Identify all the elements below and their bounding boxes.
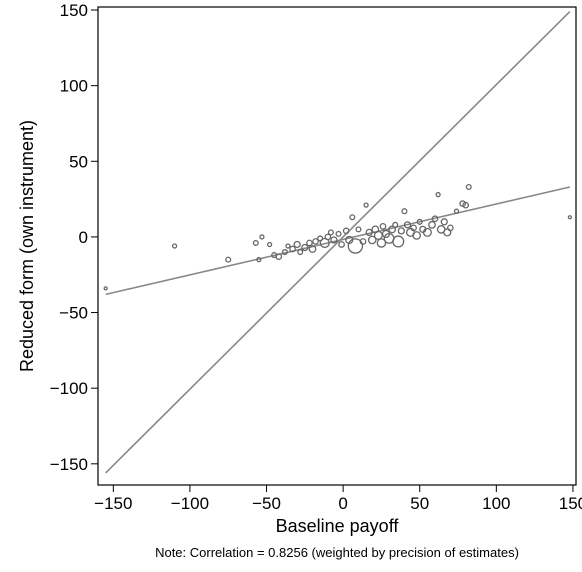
y-tick-label: −50 [59, 304, 88, 323]
data-point [447, 224, 454, 232]
y-axis-title: Reduced form (own instrument) [17, 120, 37, 372]
line-45-degree [105, 10, 571, 474]
x-tick-label: −50 [252, 494, 281, 513]
data-point [435, 191, 441, 198]
data-point [306, 239, 313, 247]
data-point [462, 201, 470, 209]
y-tick-label: 150 [60, 1, 88, 20]
line-fitted [105, 186, 571, 296]
data-point [256, 256, 262, 263]
data-point [266, 241, 273, 248]
x-axis: −150 −100 −50 0 50 100 150 [94, 485, 582, 513]
x-tick-label: 50 [410, 494, 429, 513]
data-point [379, 222, 387, 230]
data-point [324, 233, 332, 241]
data-point [355, 226, 362, 233]
data-point [335, 230, 342, 237]
data-point [392, 221, 399, 228]
data-point [285, 243, 291, 249]
x-tick-label: −150 [94, 494, 132, 513]
x-axis-title: Baseline payoff [276, 516, 400, 536]
x-tick-label: −100 [171, 494, 209, 513]
data-point [293, 240, 301, 249]
data-point [259, 234, 265, 240]
data-point [401, 208, 408, 215]
data-point [397, 227, 405, 235]
data-point [349, 214, 356, 221]
data-point [359, 238, 367, 245]
data-point [422, 227, 432, 237]
data-point [312, 238, 319, 245]
data-point [308, 245, 317, 253]
y-axis: −150 −100 −50 0 50 100 150 [50, 1, 98, 474]
data-point [388, 225, 397, 234]
data-point [171, 243, 178, 249]
data-point [103, 286, 108, 291]
data-point [367, 235, 377, 245]
data-point [410, 224, 417, 232]
data-point [363, 202, 369, 208]
data-point [281, 249, 288, 256]
plot-frame [97, 6, 577, 486]
data-point [376, 238, 387, 248]
data-point [327, 229, 334, 236]
x-tick-label: 0 [338, 494, 347, 513]
data-point [342, 227, 350, 235]
fit-lines [105, 10, 571, 474]
data-markers [103, 183, 573, 291]
data-point [365, 228, 373, 237]
data-point [330, 236, 338, 244]
x-tick-label: 150 [559, 494, 582, 513]
y-tick-label: −100 [50, 379, 88, 398]
data-point [301, 243, 309, 252]
data-point [275, 253, 283, 260]
x-tick-label: 100 [482, 494, 510, 513]
data-point [297, 249, 304, 256]
data-point [428, 220, 436, 229]
data-point [347, 238, 364, 254]
data-point [453, 208, 460, 214]
data-point [412, 231, 422, 240]
data-point [289, 245, 296, 253]
data-point [440, 218, 448, 226]
y-tick-label: 100 [60, 77, 88, 96]
data-point [431, 215, 439, 223]
data-point [567, 215, 573, 220]
data-point [252, 239, 259, 247]
y-tick-label: 50 [69, 152, 88, 171]
chart-note: Note: Correlation = 0.8256 (weighted by … [155, 545, 519, 560]
y-tick-label: 0 [79, 228, 88, 247]
data-point [392, 235, 405, 248]
y-tick-label: −150 [50, 455, 88, 474]
data-point [319, 237, 330, 249]
data-point [225, 256, 232, 263]
data-point [338, 241, 345, 248]
data-point [416, 218, 423, 225]
data-point [403, 221, 412, 229]
data-point [465, 183, 472, 191]
